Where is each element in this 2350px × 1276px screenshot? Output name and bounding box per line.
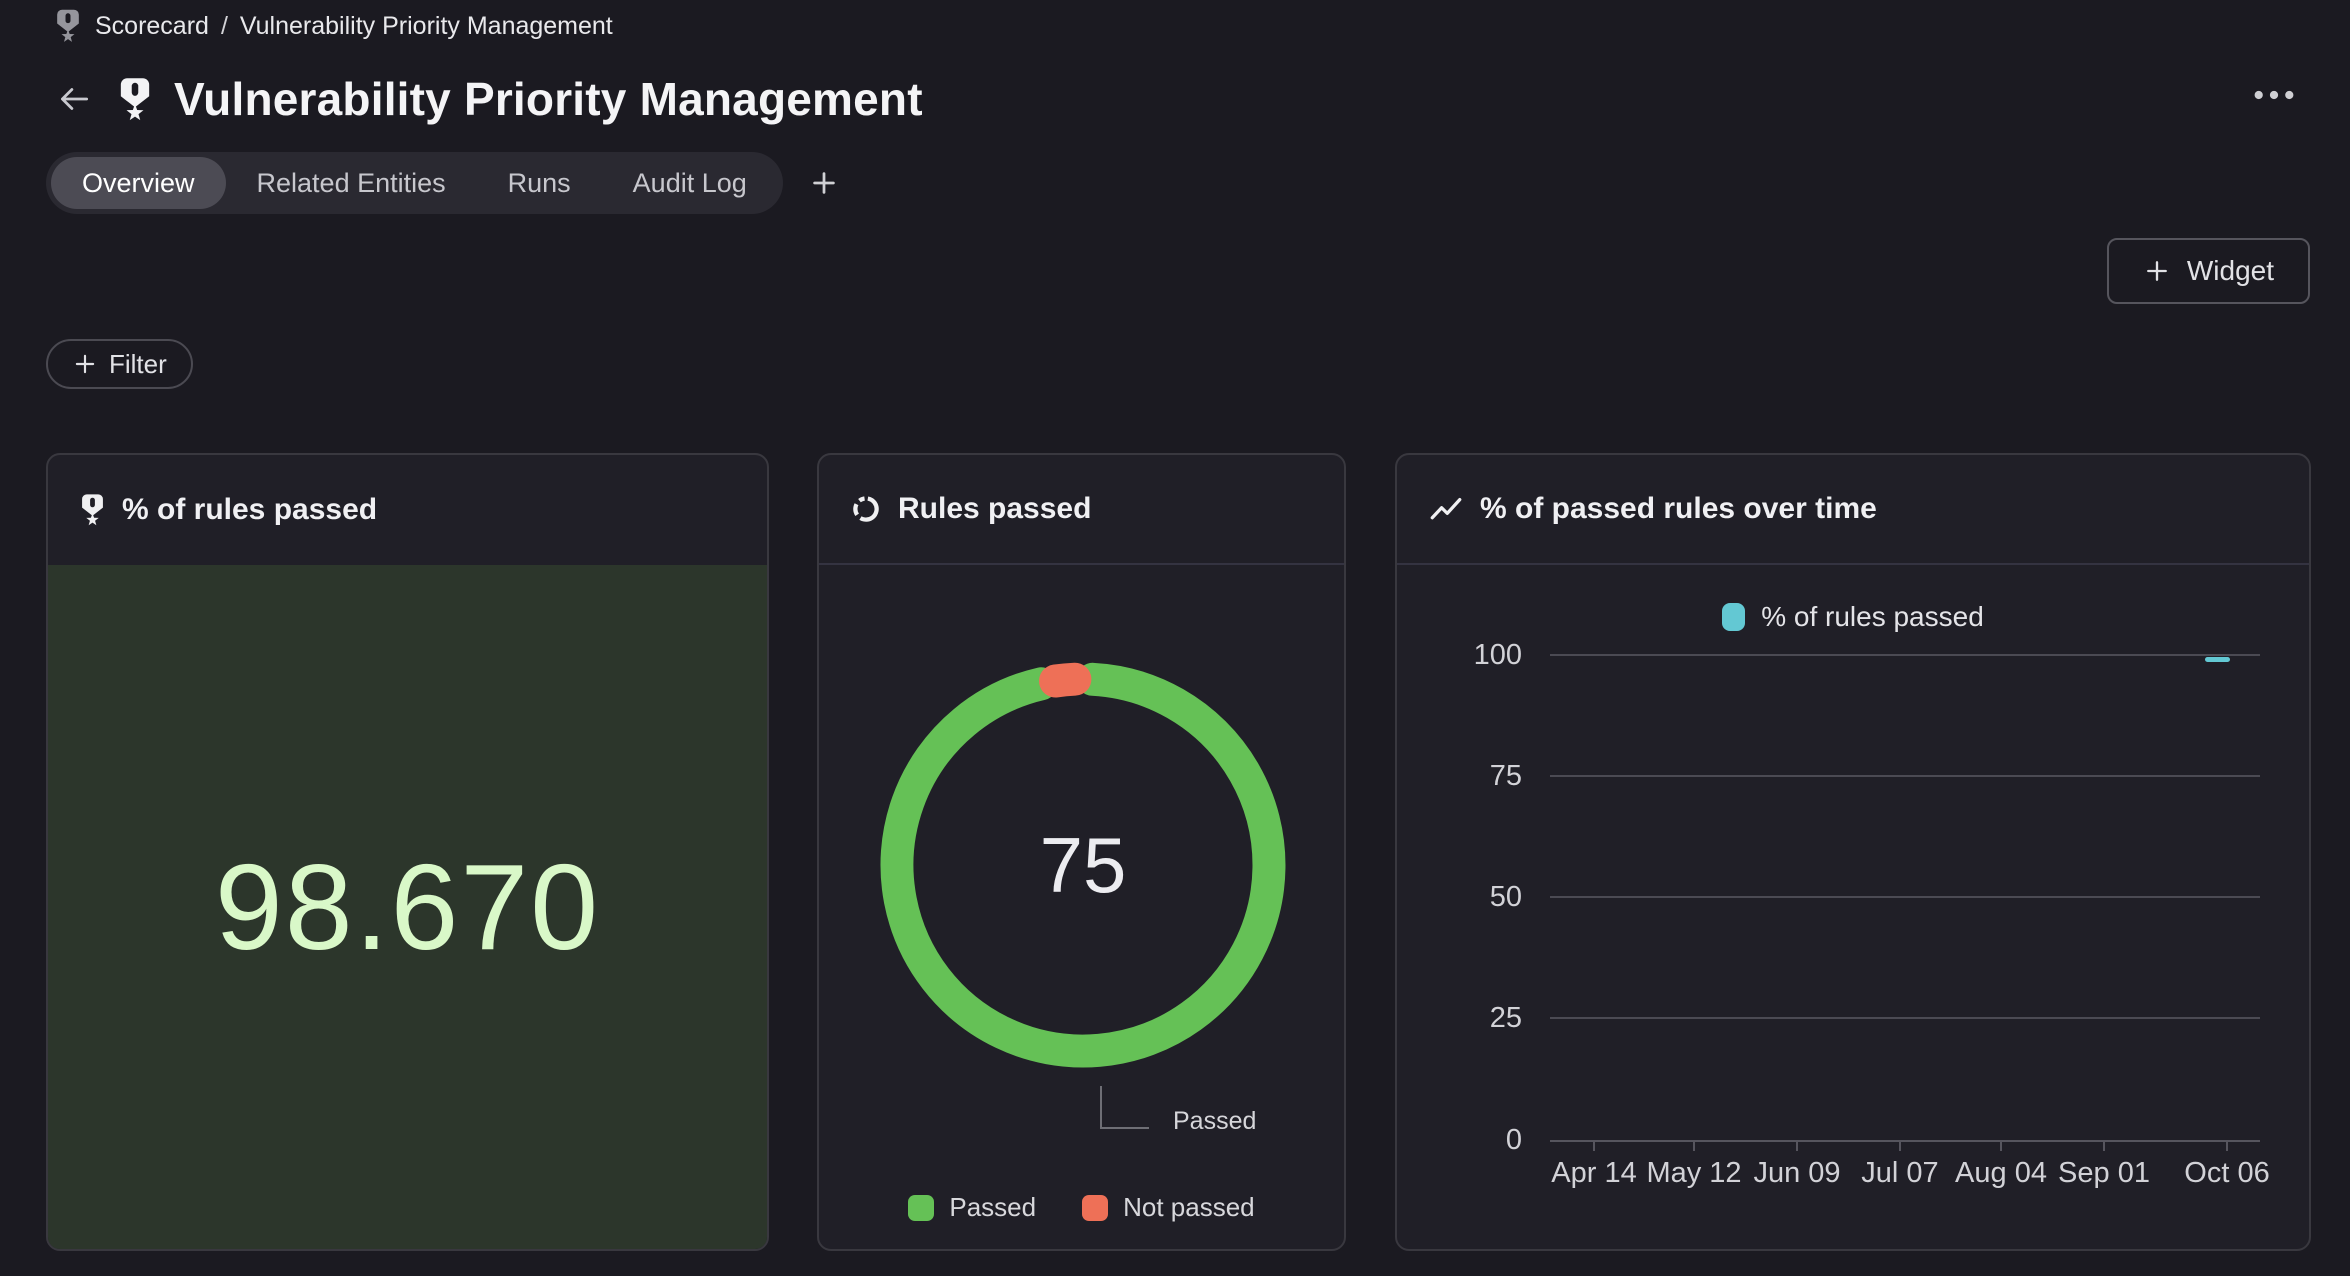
legend-label: % of rules passed	[1761, 601, 1984, 632]
legend-item-passed[interactable]: Passed	[908, 1192, 1036, 1223]
tab-runs[interactable]: Runs	[507, 167, 571, 198]
y-axis-label-75: 75	[1489, 760, 1522, 792]
card-header: % of passed rules over time	[1397, 455, 2309, 565]
gridline-50	[1550, 896, 2260, 898]
x-axis-tick	[1899, 1142, 1901, 1151]
donut-chart: 75	[873, 655, 1293, 1075]
legend-label: Not passed	[1123, 1192, 1255, 1222]
filter-button[interactable]: Filter	[46, 339, 193, 389]
line-series-pct-rules-passed[interactable]	[2205, 657, 2230, 662]
breadcrumb-item-scorecard[interactable]: Scorecard	[95, 11, 209, 40]
tab-related-entities[interactable]: Related Entities	[256, 167, 446, 198]
gridline-100	[1550, 654, 2260, 656]
x-axis-tick	[1796, 1142, 1798, 1151]
x-axis-label-jun09: Jun 09	[1753, 1157, 1841, 1189]
add-tab-button[interactable]	[809, 168, 839, 198]
x-axis-label-oct06: Oct 06	[2184, 1157, 2270, 1189]
add-widget-label: Widget	[2186, 255, 2274, 286]
pct-rules-passed-value: 98.670	[214, 839, 601, 975]
medal-icon	[118, 76, 152, 123]
card-title: % of rules passed	[122, 493, 378, 526]
legend-label: Passed	[949, 1192, 1037, 1222]
y-axis-label-25: 25	[1489, 1002, 1522, 1034]
medal-icon	[80, 493, 105, 527]
back-button[interactable]	[52, 77, 96, 121]
plus-icon	[75, 354, 95, 374]
trend-line-icon	[1429, 494, 1463, 524]
x-axis-tick	[2000, 1142, 2002, 1151]
breadcrumb-item-current: Vulnerability Priority Management	[239, 11, 613, 40]
legend-swatch-passed	[908, 1194, 935, 1221]
donut-slice-passed[interactable]	[880, 662, 1286, 1068]
single-value-panel: 98.670	[48, 565, 767, 1249]
card-title: Rules passed	[898, 492, 1092, 525]
breadcrumb: Scorecard / Vulnerability Priority Manag…	[55, 8, 613, 44]
page-header: Vulnerability Priority Management	[52, 72, 923, 126]
filter-label: Filter	[109, 348, 167, 379]
widget-card-passed-over-time: % of passed rules over time % of rules p…	[1395, 453, 2311, 1251]
line-chart-legend[interactable]: % of rules passed	[1397, 601, 2309, 633]
gridline-75	[1550, 775, 2260, 777]
donut-legend: Passed Not passed	[819, 1192, 1344, 1223]
donut-callout-line	[1100, 1086, 1149, 1129]
legend-item-not-passed[interactable]: Not passed	[1082, 1192, 1255, 1223]
x-axis-label-may12: May 12	[1646, 1157, 1742, 1189]
donut-callout-label: Passed	[1173, 1107, 1257, 1135]
x-axis-label-jul07: Jul 07	[1861, 1157, 1939, 1189]
tab-list: Overview Related Entities Runs Audit Log	[46, 152, 783, 214]
legend-swatch-pct-rules-passed	[1722, 603, 1746, 631]
x-axis-tick	[1693, 1142, 1695, 1151]
donut-chart-icon	[851, 494, 881, 524]
donut-center-value: 75	[1039, 820, 1127, 909]
legend-swatch-not-passed	[1082, 1194, 1109, 1221]
plus-icon	[2146, 261, 2167, 281]
tab-audit-log[interactable]: Audit Log	[632, 167, 747, 198]
plus-icon	[813, 172, 835, 194]
ellipsis-icon	[2254, 90, 2294, 100]
y-axis-label-100: 100	[1473, 639, 1522, 671]
card-header: % of rules passed	[48, 455, 767, 565]
add-widget-button[interactable]: Widget	[2106, 238, 2310, 304]
arrow-left-icon	[61, 88, 89, 110]
x-axis-label-sep01: Sep 01	[2058, 1157, 2150, 1189]
x-axis-label-apr14: Apr 14	[1551, 1157, 1637, 1189]
donut-slice-not-passed[interactable]	[1039, 662, 1092, 698]
y-axis-label-0: 0	[1505, 1124, 1522, 1156]
card-header: Rules passed	[819, 455, 1344, 565]
more-menu-button[interactable]	[2246, 82, 2302, 108]
x-axis-tick	[2103, 1142, 2105, 1151]
x-axis-tick	[2226, 1142, 2228, 1151]
card-title: % of passed rules over time	[1480, 492, 1877, 525]
tab-overview[interactable]: Overview	[51, 157, 226, 209]
medal-icon	[55, 8, 81, 44]
widget-card-rules-passed: Rules passed 75 Passed Passed Not passed	[817, 453, 1346, 1251]
page-title: Vulnerability Priority Management	[174, 73, 923, 125]
tab-bar: Overview Related Entities Runs Audit Log	[46, 152, 839, 214]
x-axis-label-aug04: Aug 04	[1955, 1157, 2047, 1189]
x-axis-line	[1550, 1140, 2260, 1142]
gridline-25	[1550, 1017, 2260, 1019]
breadcrumb-separator: /	[220, 11, 228, 40]
x-axis-tick	[1593, 1142, 1595, 1151]
widget-card-pct-rules-passed: % of rules passed 98.670	[46, 453, 769, 1251]
y-axis-label-50: 50	[1489, 881, 1522, 913]
